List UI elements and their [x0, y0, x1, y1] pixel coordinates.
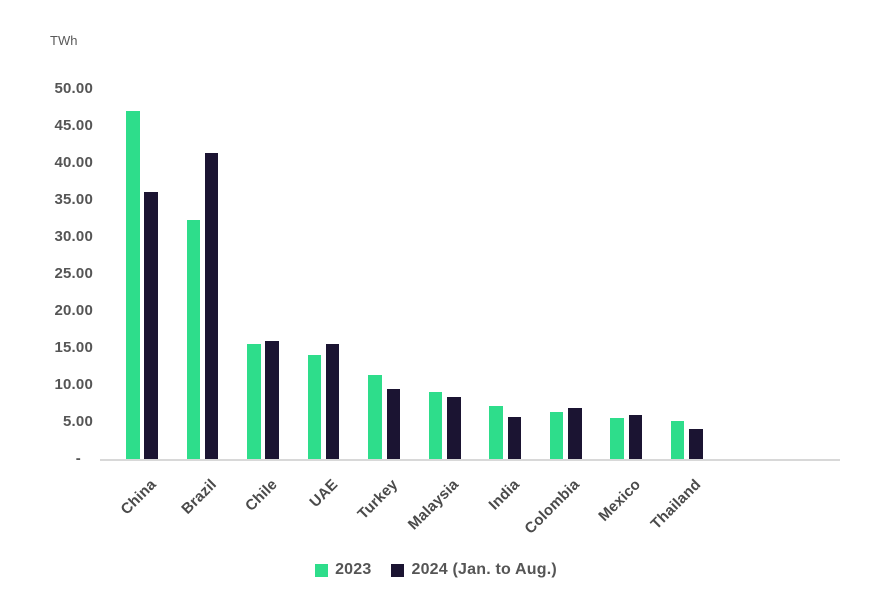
y-tick-label: 15.00 — [54, 338, 93, 356]
bar-malaysia-series-1 — [447, 396, 461, 459]
bar-china-series-0 — [126, 111, 140, 459]
y-tick-label: 10.00 — [54, 375, 93, 393]
bar-india-series-1 — [507, 416, 522, 459]
legend-label: 2024 (Jan. to Aug.) — [411, 561, 557, 578]
bar-mexico-series-1 — [628, 414, 643, 459]
bar-thailand-series-0 — [670, 420, 685, 459]
bar-chile-series-0 — [247, 344, 261, 459]
y-axis: 50.00 45.00 40.00 35.00 30.00 25.00 20.00 15.00… — [0, 0, 93, 607]
bar-chile-series-1 — [265, 341, 279, 459]
y-tick-label: 45.00 — [54, 116, 93, 134]
bar-uae-series-0 — [307, 355, 322, 459]
y-tick-label: 35.00 — [54, 190, 93, 208]
bar-china-series-1 — [144, 191, 158, 459]
legend-swatch-icon — [391, 563, 405, 577]
bar-turkey-series-1 — [386, 388, 400, 459]
y-tick-label: 40.00 — [54, 153, 93, 171]
bar-mexico-series-0 — [610, 418, 624, 459]
bar-brazil-series-1 — [204, 153, 219, 459]
bar-india-series-0 — [489, 405, 503, 459]
y-axis-unit-label: TWh — [50, 33, 78, 48]
bar-malaysia-series-0 — [428, 391, 443, 459]
x-axis-line — [100, 459, 840, 461]
legend-item-series-1: 2024 (Jan. to Aug.) — [391, 561, 557, 579]
bar-uae-series-1 — [325, 343, 340, 459]
bar-turkey-series-0 — [368, 374, 382, 459]
legend-swatch-icon — [315, 563, 329, 577]
y-tick-label: 50.00 — [54, 79, 93, 97]
bar-colombia-series-0 — [549, 412, 564, 459]
bar-thailand-series-1 — [689, 429, 703, 459]
y-tick-label: 30.00 — [54, 227, 93, 245]
bar-brazil-series-0 — [186, 219, 201, 459]
bar-colombia-series-1 — [568, 407, 582, 459]
legend-item-series-0: 2023 — [315, 561, 371, 579]
y-tick-label: 5.00 — [63, 412, 93, 430]
y-tick-label: 25.00 — [54, 264, 93, 282]
legend: 2023 2024 (Jan. to Aug.) — [0, 556, 872, 584]
legend-label: 2023 — [335, 561, 372, 578]
y-tick-label: 20.00 — [54, 301, 93, 319]
y-tick-label: - — [75, 449, 81, 467]
